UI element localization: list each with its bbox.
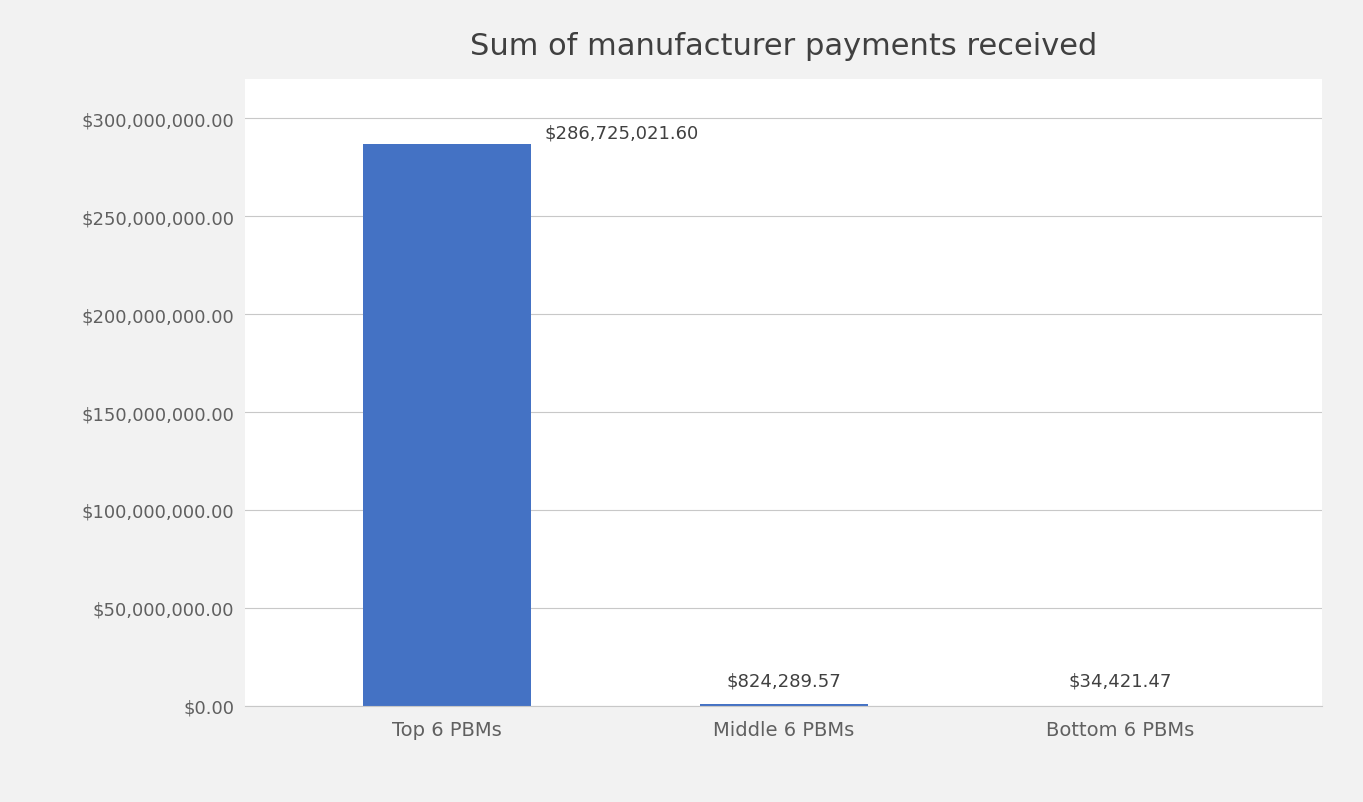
Bar (699, 704, 868, 706)
Title: Sum of manufacturer payments received: Sum of manufacturer payments received (470, 32, 1097, 61)
Bar (363, 145, 532, 706)
Text: $824,289.57: $824,289.57 (726, 672, 841, 690)
Text: $34,421.47: $34,421.47 (1069, 672, 1172, 690)
Text: $286,725,021.60: $286,725,021.60 (545, 124, 699, 142)
